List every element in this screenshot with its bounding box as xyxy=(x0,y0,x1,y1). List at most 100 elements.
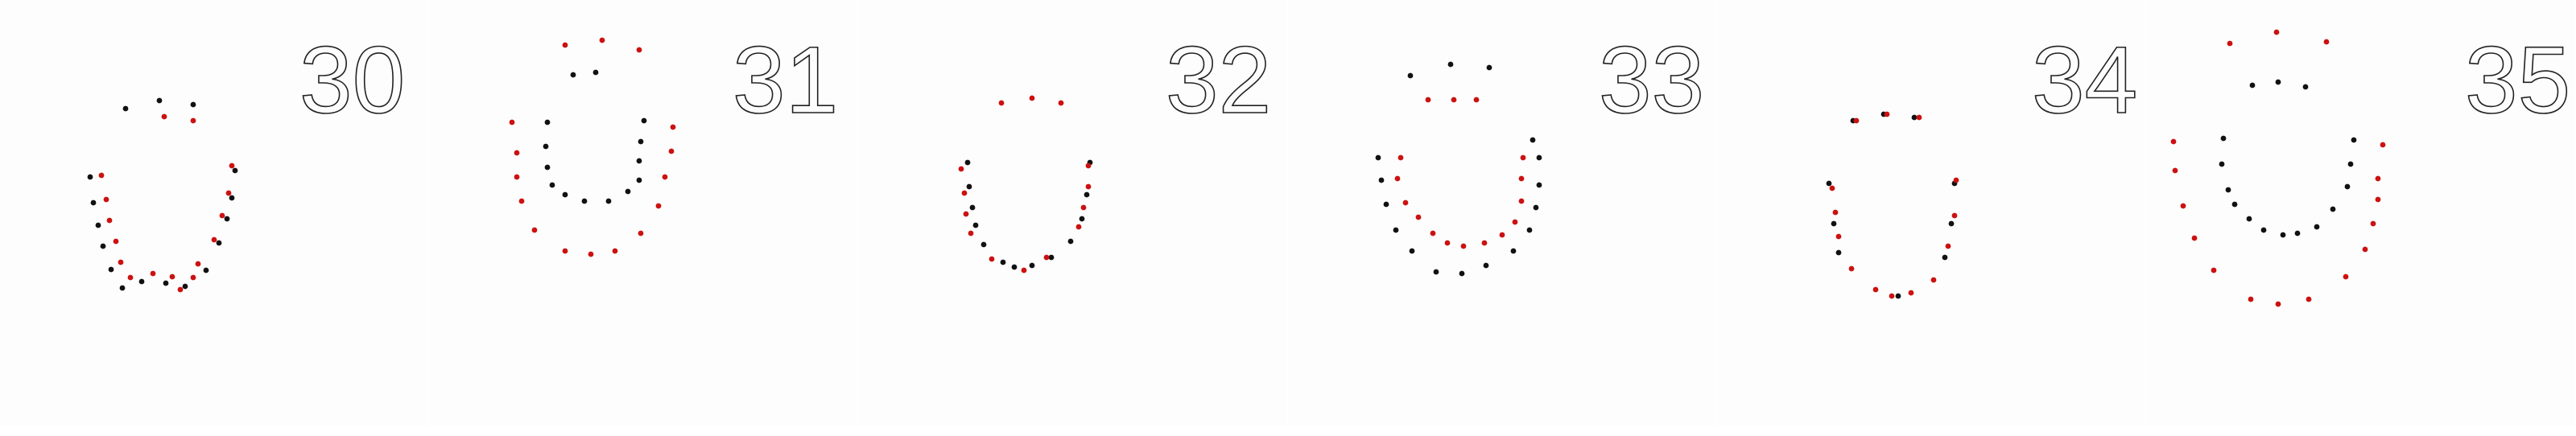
red-point xyxy=(2323,39,2330,45)
black-point xyxy=(1942,254,1948,261)
black-point xyxy=(229,195,235,201)
red-point xyxy=(2275,301,2281,307)
red-point xyxy=(562,248,568,254)
black-point xyxy=(1948,220,1955,227)
black-point xyxy=(544,164,551,171)
red-point xyxy=(150,270,156,277)
black-point xyxy=(966,183,972,190)
black-point xyxy=(138,278,145,285)
black-point xyxy=(90,199,97,206)
red-point xyxy=(599,37,605,43)
red-point xyxy=(514,150,520,156)
red-point xyxy=(989,256,995,262)
red-point xyxy=(1085,162,1092,169)
black-point xyxy=(1383,201,1389,208)
red-point xyxy=(1425,97,1431,103)
red-point xyxy=(2375,196,2381,203)
red-point xyxy=(1829,185,1835,191)
black-point xyxy=(1433,269,1439,275)
red-point xyxy=(1430,230,1436,237)
black-point xyxy=(592,69,599,76)
red-point xyxy=(1029,95,1035,101)
red-point xyxy=(1075,224,1082,230)
red-point xyxy=(1085,183,1092,190)
black-point xyxy=(1459,270,1465,277)
black-point xyxy=(1447,61,1454,68)
black-point xyxy=(972,222,979,228)
black-point xyxy=(543,143,549,150)
red-point xyxy=(958,166,964,172)
red-point xyxy=(225,190,232,196)
panel-label: 30 xyxy=(299,27,405,134)
red-point xyxy=(998,100,1005,106)
black-point xyxy=(1483,262,1489,269)
black-point xyxy=(2225,187,2231,193)
red-point xyxy=(229,162,235,169)
red-point xyxy=(2191,235,2198,241)
red-point xyxy=(2170,138,2177,145)
red-point xyxy=(1908,290,1914,296)
red-point xyxy=(588,251,594,257)
red-point xyxy=(1884,111,1890,117)
black-point xyxy=(1378,177,1385,183)
black-point xyxy=(203,267,209,274)
black-point xyxy=(1000,259,1006,265)
red-point xyxy=(118,259,124,265)
red-point xyxy=(1499,232,1505,238)
black-point xyxy=(1375,154,1381,161)
red-point xyxy=(177,286,184,293)
black-point xyxy=(581,198,588,204)
black-point xyxy=(1393,227,1399,233)
red-point xyxy=(1951,212,1958,219)
red-point xyxy=(1520,154,1526,161)
red-point xyxy=(1930,277,1937,283)
red-point xyxy=(113,238,119,245)
red-point xyxy=(2180,203,2186,209)
red-point xyxy=(1043,254,1050,261)
red-point xyxy=(509,119,515,125)
red-point xyxy=(668,148,675,154)
red-point xyxy=(219,212,225,219)
red-point xyxy=(1394,175,1401,182)
red-point xyxy=(1415,214,1422,220)
black-point xyxy=(2219,161,2225,167)
red-point xyxy=(190,117,196,124)
red-point xyxy=(1872,286,1879,293)
panel-34: 34 xyxy=(1717,0,2145,426)
black-point xyxy=(1486,64,1492,71)
black-point xyxy=(1831,220,1837,227)
red-point xyxy=(961,190,968,196)
red-point xyxy=(1945,243,1951,249)
panel-33: 33 xyxy=(1288,0,1716,426)
panel-background xyxy=(1717,0,2145,426)
red-point xyxy=(2227,40,2233,47)
red-point xyxy=(636,47,642,53)
red-point xyxy=(662,174,668,180)
red-point xyxy=(1397,154,1404,161)
red-point xyxy=(2248,296,2254,302)
black-point xyxy=(2231,201,2238,208)
black-point xyxy=(2302,84,2309,90)
black-point xyxy=(549,182,555,188)
red-point xyxy=(2343,274,2349,280)
panel-background xyxy=(2146,0,2574,426)
black-point xyxy=(1029,262,1035,269)
red-point xyxy=(1518,175,1525,182)
black-point xyxy=(1895,293,1901,299)
red-point xyxy=(2362,246,2368,253)
panel-label: 33 xyxy=(1599,27,1704,134)
black-point xyxy=(2249,82,2256,88)
red-point xyxy=(2306,296,2312,302)
black-point xyxy=(1526,227,1533,233)
red-point xyxy=(655,203,662,209)
panel-32: 32 xyxy=(858,0,1286,426)
panel-background xyxy=(858,0,1286,426)
black-point xyxy=(190,101,196,108)
red-point xyxy=(2375,175,2381,182)
red-point xyxy=(106,217,113,224)
black-point xyxy=(570,72,576,78)
panel-label: 32 xyxy=(1166,27,1271,134)
black-point xyxy=(964,159,971,166)
black-point xyxy=(969,204,976,211)
black-point xyxy=(2260,227,2267,233)
